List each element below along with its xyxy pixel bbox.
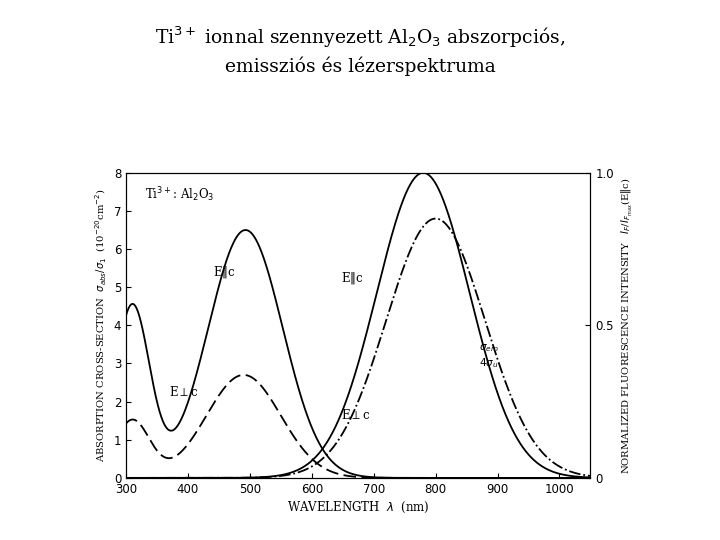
Text: E$\|$c: E$\|$c [341,270,364,286]
Text: E$\|$c: E$\|$c [212,264,235,280]
Y-axis label: ABSORPTION CROSS-SECTION  $\sigma_{abs}/\sigma_1$  (10$^{-20}$cm$^{-2}$): ABSORPTION CROSS-SECTION $\sigma_{abs}/\… [94,188,109,462]
X-axis label: WAVELENGTH  $\lambda$  (nm): WAVELENGTH $\lambda$ (nm) [287,500,430,515]
Text: emissziós és lézerspektruma: emissziós és lézerspektruma [225,57,495,76]
Text: E$\perp$c: E$\perp$c [169,385,199,399]
Y-axis label: NORMALIZED FLUORESCENCE INTENSITY   $I_F$/$I_{F_{max}}$(E$\|$c): NORMALIZED FLUORESCENCE INTENSITY $I_F$/… [619,177,634,474]
Text: Ti$^{3+}$ ionnal szennyezett Al$_2$O$_3$ abszorpciós,: Ti$^{3+}$ ionnal szennyezett Al$_2$O$_3$… [155,24,565,50]
Text: Ti$^{3+}$: Al$_2$O$_3$: Ti$^{3+}$: Al$_2$O$_3$ [145,186,214,204]
Text: $\sigma_{em}$
$4\sigma_u$: $\sigma_{em}$ $4\sigma_u$ [479,342,498,370]
Text: E$\perp$c: E$\perp$c [341,408,371,422]
